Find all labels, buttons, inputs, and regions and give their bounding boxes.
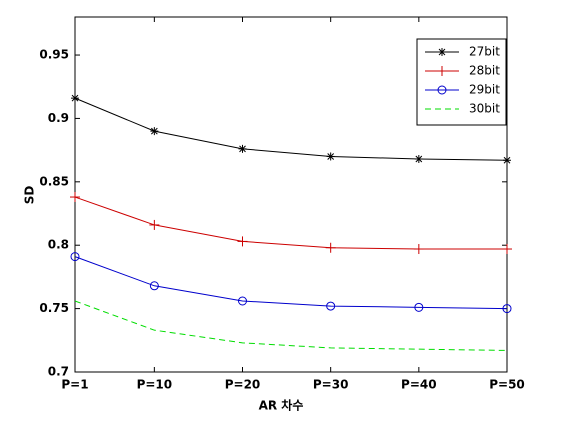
marker bbox=[437, 66, 447, 76]
y-tick-label: 0.8 bbox=[48, 238, 69, 252]
marker bbox=[503, 156, 511, 165]
marker-stroke bbox=[438, 48, 446, 56]
marker-circle bbox=[70, 252, 80, 262]
marker bbox=[70, 252, 80, 262]
marker bbox=[238, 144, 247, 153]
marker bbox=[502, 304, 512, 314]
marker bbox=[149, 281, 159, 291]
x-tick-label: P=40 bbox=[401, 378, 437, 392]
marker-circle bbox=[414, 302, 424, 312]
marker bbox=[437, 85, 447, 95]
marker bbox=[71, 94, 79, 103]
series-line bbox=[74, 300, 508, 351]
series-line bbox=[74, 97, 508, 161]
marker bbox=[237, 236, 248, 247]
marker-stroke bbox=[71, 94, 79, 102]
marker bbox=[150, 127, 159, 136]
marker bbox=[413, 244, 424, 255]
marker-circle bbox=[502, 304, 512, 314]
y-tick-label: 0.7 bbox=[48, 365, 69, 379]
x-tick-label: P=1 bbox=[61, 378, 88, 392]
marker bbox=[414, 302, 424, 312]
legend-label: 30bit bbox=[469, 102, 500, 116]
series-line bbox=[74, 196, 507, 250]
marker bbox=[238, 296, 248, 306]
x-tick-label: P=20 bbox=[225, 378, 261, 392]
marker-stroke bbox=[150, 127, 158, 135]
marker bbox=[326, 152, 335, 161]
y-tick-label: 0.85 bbox=[39, 174, 69, 188]
marker bbox=[438, 48, 446, 56]
y-tick-label: 0.75 bbox=[39, 301, 69, 315]
marker-stroke bbox=[239, 145, 246, 153]
marker bbox=[325, 242, 336, 253]
x-tick-label: P=30 bbox=[313, 378, 349, 392]
legend-label: 29bit bbox=[469, 83, 500, 97]
marker-circle bbox=[437, 85, 447, 95]
y-axis-label: SD bbox=[23, 186, 37, 205]
y-tick-label: 0.9 bbox=[48, 111, 69, 125]
legend-box bbox=[416, 38, 507, 126]
marker bbox=[149, 219, 160, 230]
marker bbox=[414, 155, 423, 163]
marker-stroke bbox=[415, 155, 423, 163]
y-tick-label: 0.95 bbox=[39, 48, 69, 62]
series-line bbox=[74, 256, 508, 310]
marker-stroke bbox=[327, 153, 335, 160]
x-axis-label: AR 차수 bbox=[259, 398, 304, 413]
marker-circle bbox=[238, 296, 248, 306]
marker-stroke bbox=[503, 156, 511, 164]
legend: 27bit 28bit 29bit 30bit bbox=[416, 38, 507, 126]
x-tick-label: P=10 bbox=[137, 378, 173, 392]
marker bbox=[502, 244, 512, 255]
marker-circle bbox=[326, 301, 336, 311]
marker bbox=[70, 192, 80, 203]
x-tick-label: P=50 bbox=[489, 378, 525, 392]
legend-label: 28bit bbox=[469, 64, 500, 78]
marker-circle bbox=[149, 281, 159, 291]
marker bbox=[326, 301, 336, 311]
legend-label: 27bit bbox=[469, 45, 500, 59]
